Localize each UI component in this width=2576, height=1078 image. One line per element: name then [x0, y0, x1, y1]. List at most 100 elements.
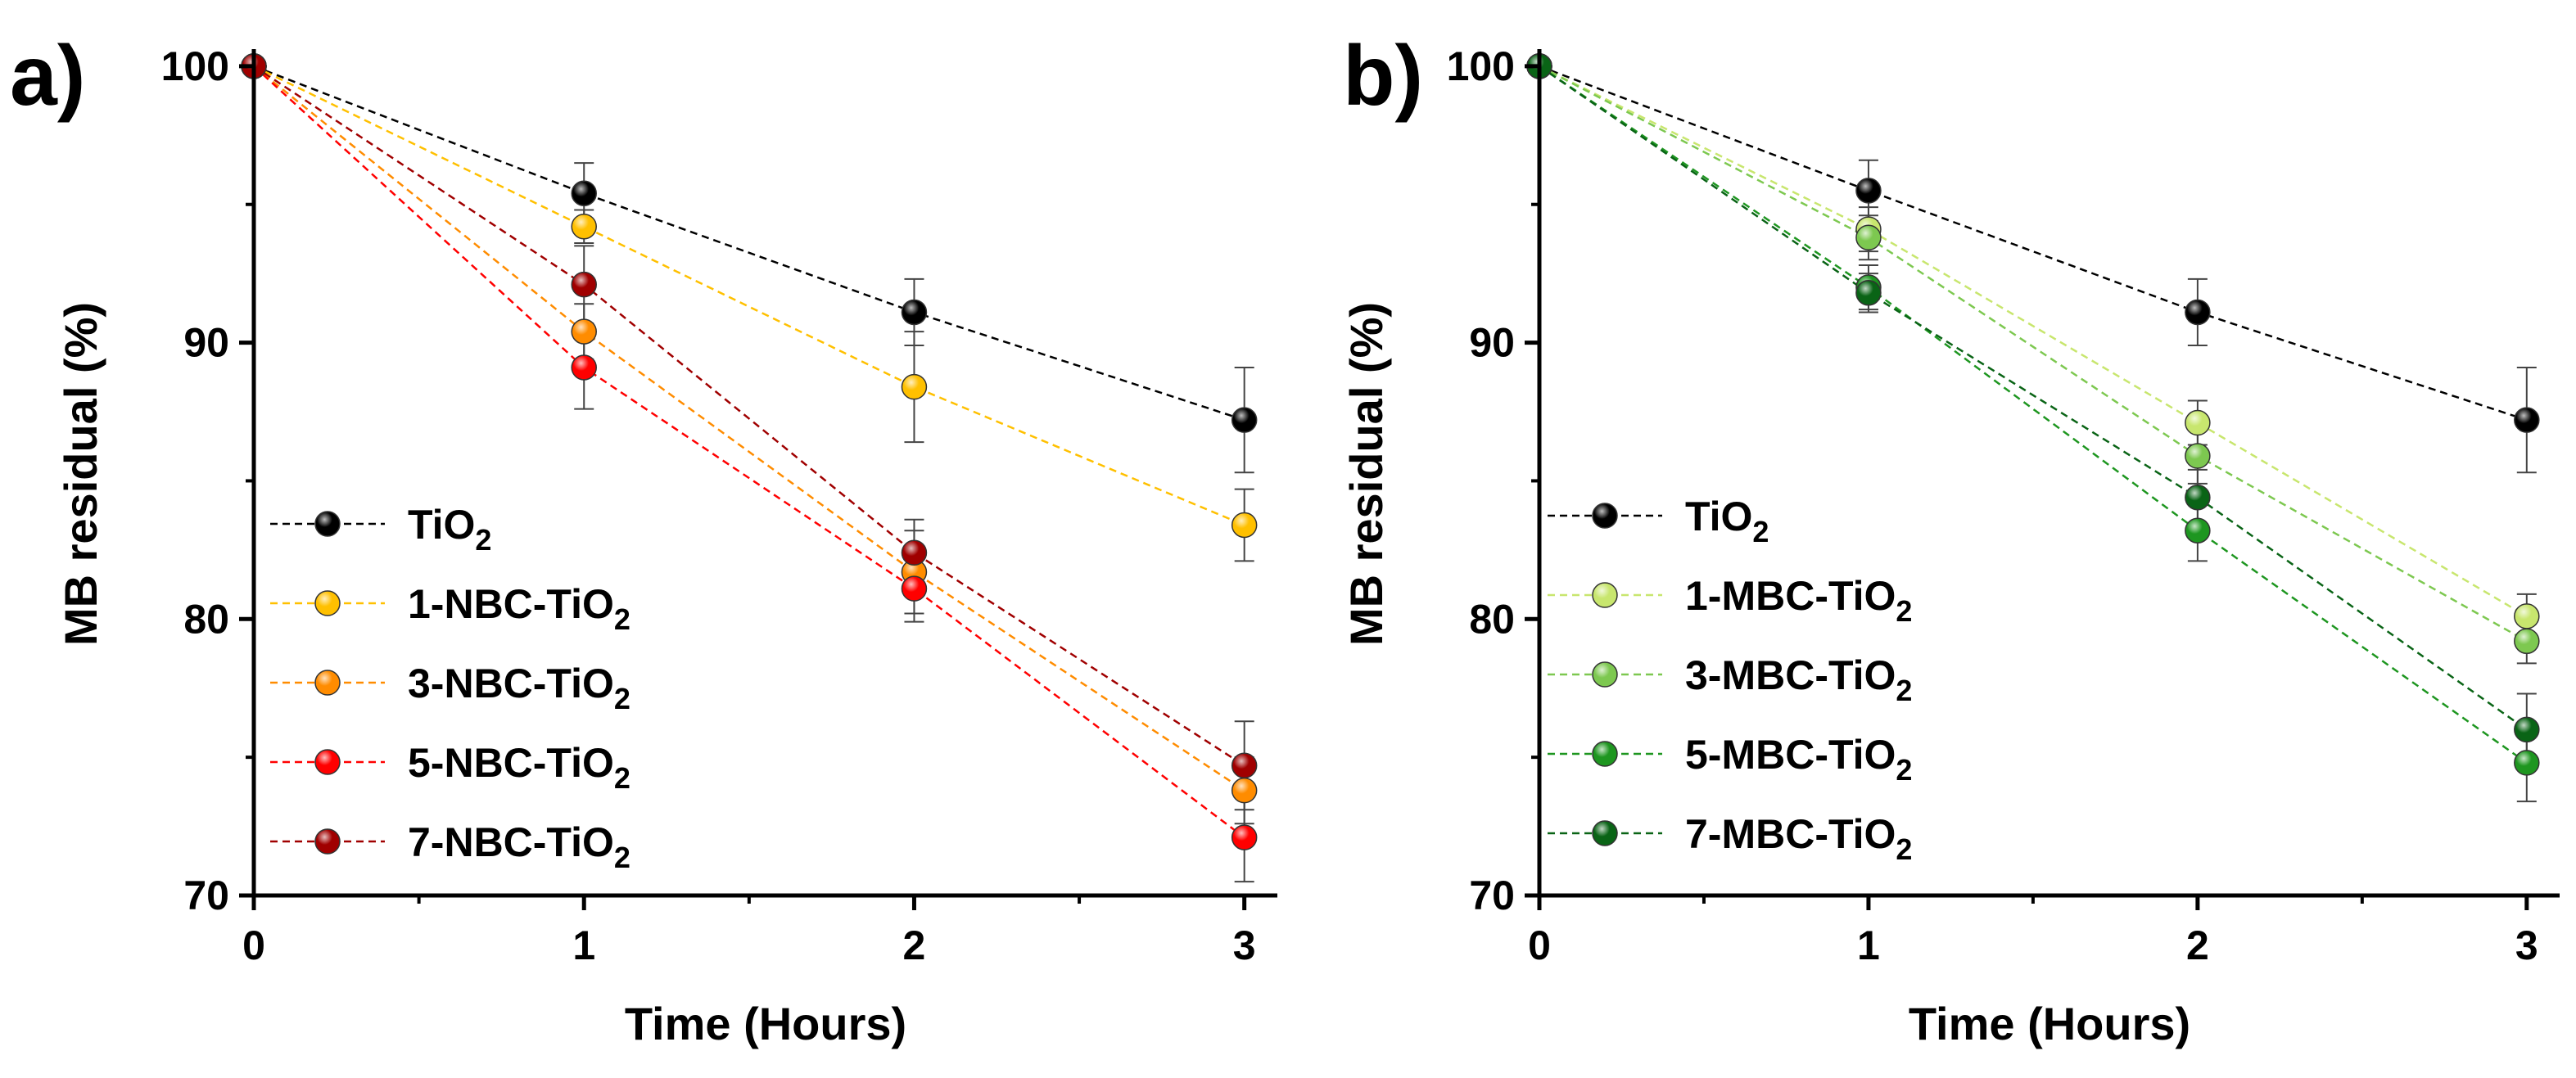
x-tick-label: 3	[1233, 922, 1256, 968]
data-point-0-2	[901, 299, 928, 326]
legend-label-subscript: 2	[1896, 753, 1912, 787]
data-point-4-1	[571, 271, 597, 298]
legend-label-main: TiO	[408, 502, 475, 548]
legend: TiO21-NBC-TiO23-NBC-TiO25-NBC-TiO27-NBC-…	[270, 502, 630, 874]
series-line-3	[1539, 65, 2528, 764]
legend-label-subscript: 2	[614, 602, 630, 636]
data-point-1-3	[2514, 603, 2540, 629]
series-line-1	[1539, 65, 2528, 617]
data-point-4-3	[1231, 752, 1258, 779]
legend: TiO21-MBC-TiO23-MBC-TiO25-MBC-TiO27-MBC-…	[1548, 494, 1912, 866]
x-tick-label: 0	[1528, 922, 1551, 968]
data-point-1-2	[2185, 409, 2211, 436]
x-tick-label: 3	[2515, 922, 2538, 968]
legend-label-subscript: 2	[614, 761, 630, 795]
y-axis-title: MB residual (%)	[55, 302, 106, 646]
data-point-0-1	[1855, 178, 1882, 204]
data-point-3-3	[1231, 824, 1258, 850]
legend-label-main: 7-MBC-TiO	[1685, 811, 1896, 857]
data-point-3-2	[901, 575, 928, 602]
series-line-4	[1539, 65, 2528, 731]
legend-label-subscript: 2	[475, 523, 491, 557]
series-line-4	[253, 65, 1245, 767]
data-point-1-2	[901, 373, 928, 400]
legend-label-subscript: 2	[614, 841, 630, 874]
data-point-4-1	[1855, 280, 1882, 306]
legend-label-main: 5-MBC-TiO	[1685, 732, 1896, 778]
data-point-0-1	[571, 180, 597, 206]
data-point-1-3	[1231, 512, 1258, 539]
legend-marker-4	[1592, 820, 1618, 846]
legend-marker-1	[1592, 582, 1618, 608]
legend-label-1: 1-MBC-TiO2	[1685, 573, 1912, 628]
data-point-4-2	[901, 539, 928, 566]
x-tick-label: 1	[1857, 922, 1880, 968]
data-point-4-3	[2514, 716, 2540, 743]
legend-marker-0	[314, 511, 341, 537]
legend-marker-0	[1592, 503, 1618, 529]
legend-label-subscript: 2	[614, 682, 630, 715]
series-line-0	[1539, 65, 2528, 422]
panel-b-label: b)	[1343, 29, 1423, 124]
legend-label-subscript: 2	[1896, 674, 1912, 707]
series-line-1	[253, 65, 1245, 526]
data-point-0-2	[2185, 299, 2211, 326]
legend-label-2: 3-MBC-TiO2	[1685, 652, 1912, 707]
legend-label-subscript: 2	[1896, 832, 1912, 866]
legend-label-subscript: 2	[1896, 594, 1912, 628]
panel-a: a) 0 1 2 3 70 80 90 100 Time (Hours) MB residual (…	[10, 29, 1277, 1049]
y-tick-label: 90	[1469, 320, 1515, 366]
legend-label-3: 5-MBC-TiO2	[1685, 732, 1912, 787]
x-tick-label: 2	[903, 922, 926, 968]
legend-label-main: 7-NBC-TiO	[408, 819, 614, 865]
x-tick-label: 0	[242, 922, 265, 968]
legend-marker-4	[314, 828, 341, 855]
data-point-1-1	[571, 214, 597, 240]
legend-label-main: 5-NBC-TiO	[408, 740, 614, 786]
data-point-4-2	[2185, 484, 2211, 511]
series-line-2	[253, 65, 1245, 792]
legend-marker-2	[1592, 661, 1618, 688]
legend-marker-3	[314, 749, 341, 775]
y-tick-label: 100	[1447, 43, 1515, 89]
legend-label-3: 5-NBC-TiO2	[408, 740, 630, 795]
x-tick-label: 2	[2186, 922, 2209, 968]
data-point-2-3	[1231, 777, 1258, 804]
legend-label-main: TiO	[1685, 494, 1752, 539]
data-point-2-1	[1855, 224, 1882, 251]
legend-label-0: TiO2	[1685, 494, 1769, 548]
legend-label-main: 3-MBC-TiO	[1685, 652, 1896, 698]
panel-b: b) 0 1 2 3 70 80 90 100 Time (Hours) MB residual (…	[1340, 29, 2560, 1049]
data-point-3-3	[2514, 750, 2540, 776]
data-point-2-3	[2514, 628, 2540, 655]
y-tick-label: 70	[1469, 873, 1515, 918]
legend-marker-1	[314, 590, 341, 616]
x-tick-label: 1	[572, 922, 595, 968]
legend-label-4: 7-MBC-TiO2	[1685, 811, 1912, 866]
legend-label-main: 1-NBC-TiO	[408, 581, 614, 627]
legend-marker-2	[314, 670, 341, 696]
legend-label-4: 7-NBC-TiO2	[408, 819, 630, 874]
y-tick-label: 80	[1469, 596, 1515, 642]
legend-label-subscript: 2	[1752, 515, 1769, 548]
legend-label-main: 3-NBC-TiO	[408, 661, 614, 706]
legend-label-0: TiO2	[408, 502, 491, 557]
data-point-0-3	[2514, 407, 2540, 433]
y-tick-label: 70	[183, 873, 229, 918]
data-point-2-1	[571, 318, 597, 345]
data-point-3-1	[571, 354, 597, 381]
x-axis-title: Time (Hours)	[1909, 998, 2190, 1049]
series-line-3	[253, 65, 1245, 839]
panel-a-label: a)	[10, 29, 85, 124]
y-tick-label: 90	[183, 320, 229, 366]
y-tick-label: 100	[161, 43, 229, 89]
legend-label-main: 1-MBC-TiO	[1685, 573, 1896, 619]
legend-marker-3	[1592, 741, 1618, 767]
legend-label-2: 3-NBC-TiO2	[408, 661, 630, 715]
data-point-3-2	[2185, 517, 2211, 544]
legend-label-1: 1-NBC-TiO2	[408, 581, 630, 636]
series-line-0	[253, 65, 1245, 422]
y-tick-label: 80	[183, 596, 229, 642]
x-axis-title: Time (Hours)	[625, 998, 906, 1049]
